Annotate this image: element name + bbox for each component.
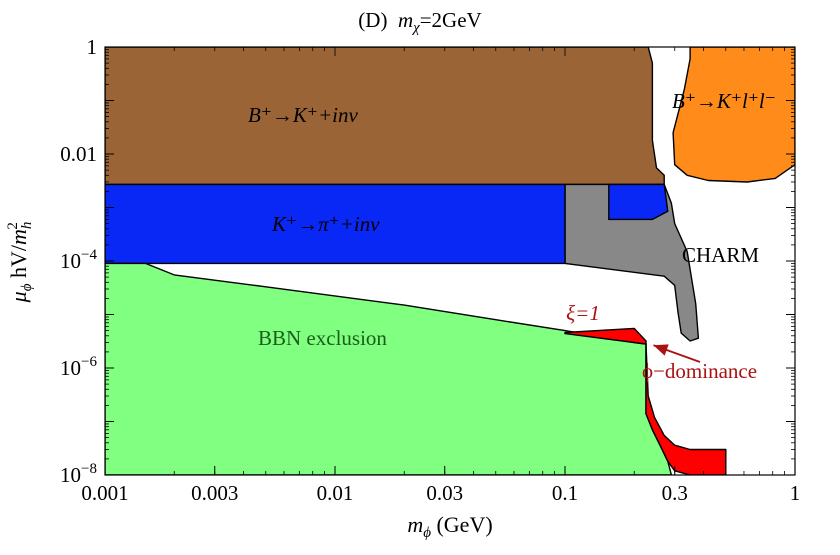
x-tick-label: 0.01 xyxy=(317,481,354,505)
y-tick-label: 10−4 xyxy=(60,247,97,273)
region-b-k-l-l-0 xyxy=(672,47,795,183)
region-label-1-5: ξ=1 xyxy=(566,301,600,325)
y-tick-label: 10−8 xyxy=(60,461,97,487)
y-tick-exponent: −4 xyxy=(81,247,97,263)
x-tick-label: 0.1 xyxy=(552,481,578,505)
x-tick-label: 0.03 xyxy=(426,481,463,505)
x-tick-label: 0.3 xyxy=(662,481,688,505)
region-bbn-exclusion-5 xyxy=(105,262,673,475)
x-tick-label: 1 xyxy=(790,481,801,505)
chart-title-part: =2GeV xyxy=(420,8,482,32)
region-k-inv-3 xyxy=(105,183,566,265)
region-label-k-inv-2: K⁺→π⁺+inv xyxy=(271,212,380,236)
y-tick-base: 10 xyxy=(60,249,81,273)
x-axis-label-part: (GeV) xyxy=(431,512,493,537)
region-label-bbn-exclusion-4: BBN exclusion xyxy=(258,326,387,350)
labels-layer: B⁺→K⁺+inv B⁺→K⁺l⁺l⁻ K⁺→π⁺+inv CHARM BBN excl… xyxy=(248,89,776,383)
x-axis-label: mϕ (GeV) xyxy=(407,512,492,541)
y-tick-base: 10 xyxy=(60,463,81,487)
region-k-inv-upper-patch-4 xyxy=(608,183,669,221)
region-dominance-7 xyxy=(645,343,727,475)
x-tick-label: 0.003 xyxy=(191,481,238,505)
x-axis-label-part: m xyxy=(407,512,423,537)
annotation-arrow-head xyxy=(653,344,669,356)
region-b-k-inv-1 xyxy=(105,47,665,186)
regions-layer xyxy=(105,47,795,475)
y-axis-label-part: 2 xyxy=(5,222,21,230)
chart-title-part: (D) xyxy=(358,8,398,32)
y-axis-label-part: hV/ xyxy=(6,244,31,283)
chart-title: (D) mχ=2GeV xyxy=(358,8,481,36)
y-tick-label: 0.01 xyxy=(60,142,97,166)
y-axis-label-part: μ xyxy=(6,291,31,303)
region-label-b-k-inv-0: B⁺→K⁺+inv xyxy=(248,103,359,127)
y-axis-label: μϕ hV/mh2 xyxy=(5,222,35,304)
y-tick-label: 10−6 xyxy=(60,354,97,380)
x-tick-label: 0.001 xyxy=(81,481,128,505)
y-axis-label-part: h xyxy=(19,222,35,230)
region-label-charm-3: CHARM xyxy=(682,243,759,267)
chart-title-part: χ xyxy=(411,20,420,36)
chart-title-part: m xyxy=(398,8,413,32)
x-axis-label-part: ϕ xyxy=(423,525,431,541)
region-label-dominance-6: ϕ−dominance xyxy=(642,359,757,383)
y-tick-exponent: −6 xyxy=(81,354,97,370)
y-axis-label-part: ϕ xyxy=(19,283,35,291)
y-tick-exponent: −8 xyxy=(81,461,97,477)
y-tick-base: 10 xyxy=(60,356,81,380)
ticks-layer: 0.001 0.003 0.01 0.03 0.1 0.3 110.0110−410−610… xyxy=(60,35,800,505)
region-charm-2 xyxy=(564,183,700,342)
y-tick-label: 1 xyxy=(87,35,98,59)
y-axis-label-part: m xyxy=(6,229,31,245)
region-label-b-k-l-l-1: B⁺→K⁺l⁺l⁻ xyxy=(672,89,776,113)
